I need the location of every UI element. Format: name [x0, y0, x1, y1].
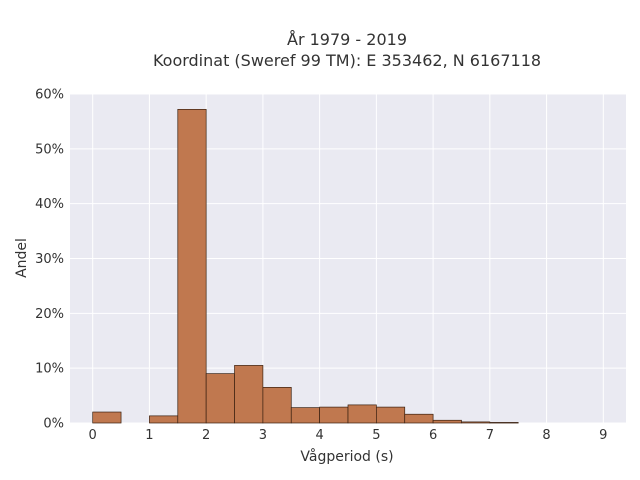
histogram-bar: [262, 387, 292, 424]
histogram-bar: [234, 365, 264, 424]
bars: [92, 109, 519, 424]
y-axis-label: Andel: [14, 238, 30, 278]
histogram-bar: [376, 406, 406, 424]
histogram-bar: [92, 411, 122, 424]
x-tick-label: 7: [486, 428, 494, 443]
histogram-bar: [290, 407, 320, 424]
chart-title-line-1: År 1979 - 2019: [287, 30, 407, 49]
histogram-bar: [432, 419, 462, 424]
chart-title-line-2: Koordinat (Sweref 99 TM): E 353462, N 61…: [153, 51, 541, 70]
x-tick-label: 0: [89, 428, 97, 443]
x-tick-label: 2: [202, 428, 210, 443]
y-tick-label: 0%: [43, 417, 64, 432]
x-tick-label: 5: [372, 428, 380, 443]
x-tick-label: 9: [599, 428, 607, 443]
histogram-bar: [347, 404, 377, 424]
histogram-bar: [205, 373, 235, 424]
x-tick-label: 1: [145, 428, 153, 443]
histogram-bar: [319, 406, 349, 424]
x-tick-label: 3: [259, 428, 267, 443]
y-tick-label: 40%: [35, 197, 64, 212]
histogram-bar: [461, 421, 491, 424]
histogram-bar: [149, 415, 179, 424]
y-tick-labels: 0% 10% 20% 30% 40% 50% 60%: [35, 88, 64, 432]
y-tick-label: 60%: [35, 88, 64, 103]
histogram-bar: [177, 109, 207, 424]
y-tick-label: 20%: [35, 307, 64, 322]
x-tick-labels: 0 1 2 3 4 5 6 7 8 9: [89, 428, 608, 443]
histogram-bar: [404, 413, 434, 424]
y-tick-label: 30%: [35, 252, 64, 267]
x-tick-label: 4: [315, 428, 323, 443]
y-tick-label: 10%: [35, 362, 64, 377]
x-axis-label: Vågperiod (s): [300, 448, 393, 465]
histogram-bar: [489, 422, 519, 424]
x-tick-label: 6: [429, 428, 437, 443]
y-tick-label: 50%: [35, 142, 64, 157]
x-tick-label: 8: [542, 428, 550, 443]
